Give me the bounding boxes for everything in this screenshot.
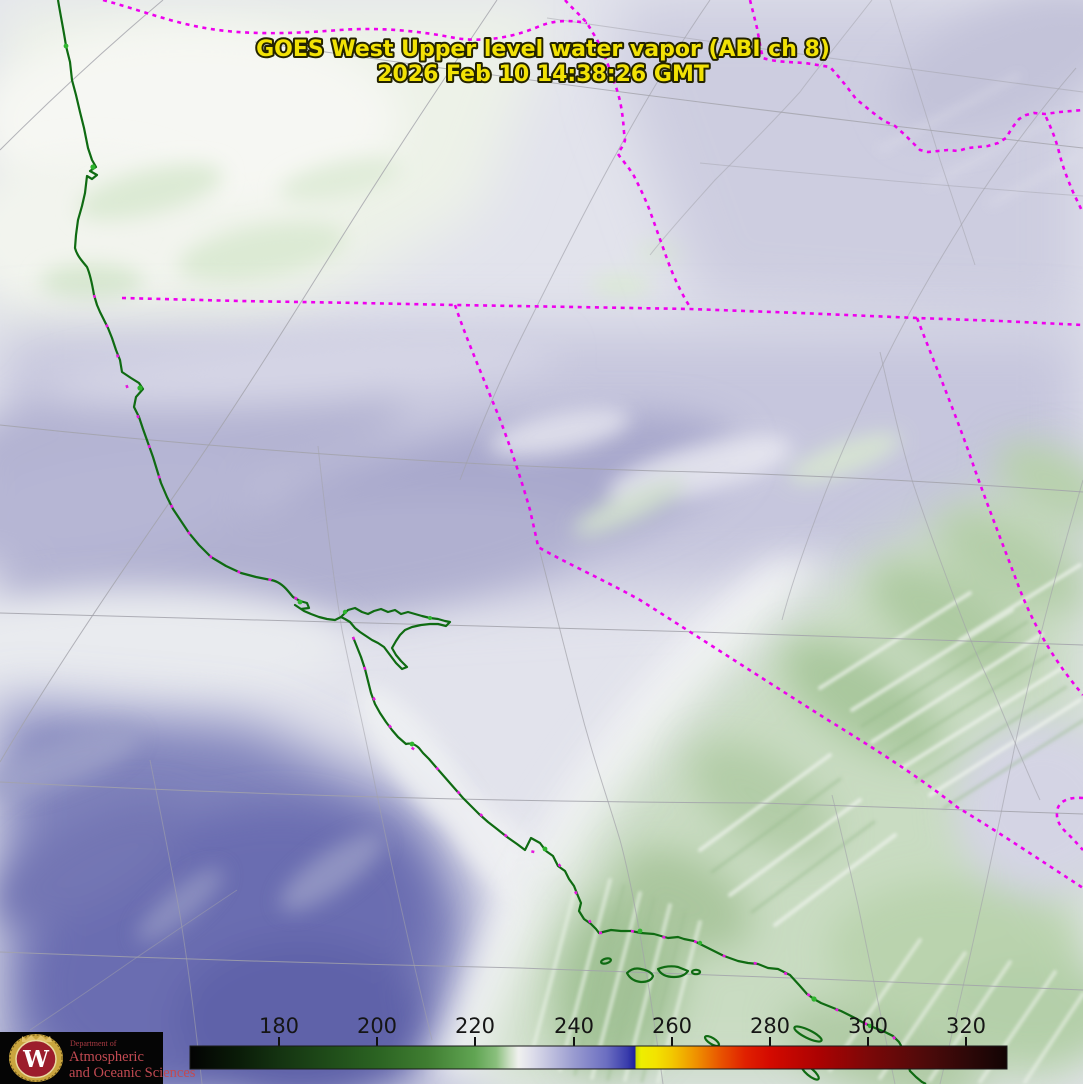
logo-line-atmospheric: Atmospheric bbox=[69, 1049, 144, 1065]
colorbar-label: 260 bbox=[652, 1014, 692, 1038]
pacific-coast bbox=[56, 0, 342, 622]
logo-text: Department of Atmospheric and Oceanic Sc… bbox=[69, 1039, 196, 1081]
colorbar-label: 220 bbox=[455, 1014, 495, 1038]
aos-logo: W Department of Atmospheric and Oceanic … bbox=[0, 1032, 196, 1084]
colorbar-label: 280 bbox=[750, 1014, 790, 1038]
image-title: GOES West Upper level water vapor (ABI c… bbox=[254, 35, 832, 89]
colorbar-gradient-bar bbox=[189, 1045, 1008, 1070]
border-idaho-montana bbox=[748, 0, 1083, 154]
border-colorado-river-hook bbox=[1055, 796, 1083, 851]
border-oregon-idaho bbox=[564, 0, 692, 308]
border-idaho-wyoming bbox=[1044, 116, 1083, 214]
colorbar-label: 180 bbox=[259, 1014, 299, 1038]
title-timestamp: 2026 Feb 10 14:38:26 GMT bbox=[377, 62, 709, 87]
uw-crest-icon: W bbox=[9, 1034, 63, 1082]
sf-bay bbox=[339, 606, 452, 671]
colorbar-tick-labels: 180 200 220 240 260 280 300 320 bbox=[259, 1014, 986, 1038]
colorbar-label: 240 bbox=[554, 1014, 594, 1038]
colorbar-label: 200 bbox=[357, 1014, 397, 1038]
colorbar-label: 300 bbox=[848, 1014, 888, 1038]
colorbar: 180 200 220 240 260 280 300 320 bbox=[189, 1014, 1008, 1070]
crest-letter: W bbox=[22, 1046, 50, 1073]
border-nevada-utah bbox=[915, 317, 1083, 696]
colorbar-label: 320 bbox=[946, 1014, 986, 1038]
coast-boundary-dots bbox=[92, 294, 924, 1083]
coastline bbox=[56, 0, 927, 1084]
coast-highlights bbox=[63, 43, 873, 1029]
state-borders bbox=[102, 0, 1083, 890]
border-california-nevada bbox=[453, 304, 1083, 890]
border-42n bbox=[121, 296, 1083, 327]
title-line-1: GOES West Upper level water vapor (ABI c… bbox=[256, 37, 830, 62]
colorbar-ticks bbox=[278, 1037, 967, 1046]
logo-line-oceanic: and Oceanic Sciences bbox=[69, 1065, 196, 1081]
logo-dept-prefix: Department of bbox=[70, 1039, 117, 1048]
